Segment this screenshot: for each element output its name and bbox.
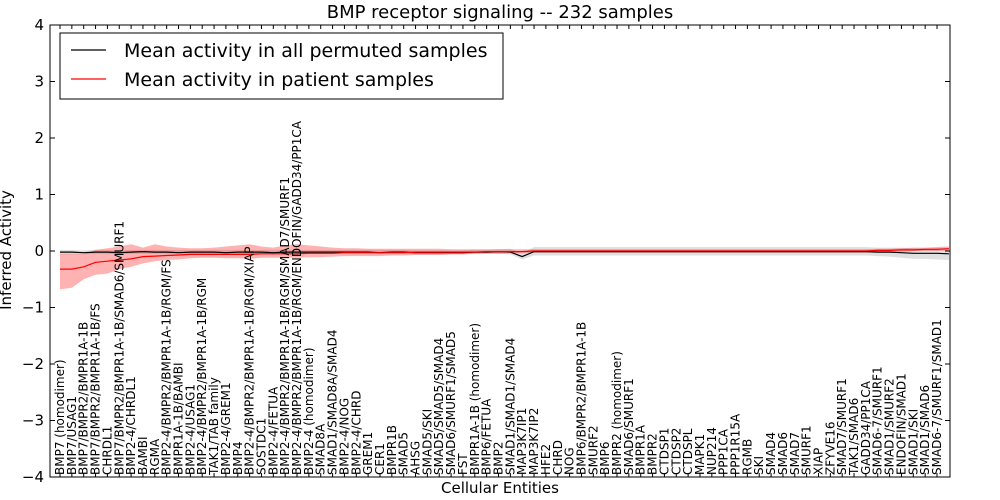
x-category-label: MAP3K7IP1	[515, 408, 529, 475]
x-category-label: BMP2-4 (homodimer)	[302, 347, 316, 475]
x-category-label: BMP2-4/GREM1	[219, 382, 233, 475]
x-category-label: BMP2-4/NOG	[337, 398, 351, 475]
x-category-label: RGMB	[740, 439, 754, 475]
x-category-label: SMAD1/SKI	[906, 409, 920, 475]
x-category-label: NOG	[563, 447, 577, 475]
x-category-label: SMAD5/SKI	[420, 409, 434, 475]
legend-label-patient: Mean activity in patient samples	[124, 69, 434, 91]
y-tick-label: −1	[22, 299, 44, 317]
legend: Mean activity in all permuted samples Me…	[59, 32, 504, 100]
band-patient	[60, 244, 949, 290]
x-category-label: BMP2-4/BMPR2/BMPR1A-1B/RGM/SMAD7/SMURF1	[278, 177, 292, 475]
x-category-label: SMAD6/SMURF1	[622, 378, 636, 475]
x-category-label: SMAD7	[788, 432, 802, 475]
x-category-label: CTDSP1	[657, 428, 671, 475]
x-category-label: BMP2-4/BMPR2/BMPR1A-1B/RGM/XIAP	[243, 246, 257, 475]
x-category-label: CHRD	[551, 440, 565, 475]
x-category-label: SMAD6/SMURF1/SMAD5	[444, 331, 458, 475]
x-category-label: CTDSP2	[669, 428, 683, 475]
x-category-label: BMP2-4/USAG1	[183, 384, 197, 475]
x-category-label: SMAD1/SMAD1/SMAD4	[503, 338, 517, 475]
x-category-label: BMP2-4/FETUA	[266, 386, 280, 475]
x-category-label: CER1	[373, 443, 387, 475]
x-category-label: SOSTDC1	[255, 418, 269, 475]
chart-title: BMP receptor signaling -- 232 samples	[327, 2, 674, 23]
x-category-label: SMAD1/SMAD8A/SMAD4	[326, 330, 340, 475]
x-category-label: AHSG	[409, 441, 423, 475]
x-category-label: PPP1R15A	[729, 413, 743, 475]
x-category-label: XIAP	[812, 448, 826, 475]
x-category-label: SKI	[752, 456, 766, 475]
y-tick-label: 4	[34, 16, 44, 34]
x-category-label: BMP7 (homodimer)	[53, 359, 67, 475]
y-tick-label: 2	[34, 129, 44, 147]
x-category-label: SMAD4	[764, 432, 778, 475]
x-category-label: SMAD7/SMURF1	[835, 378, 849, 475]
series-line-patient	[60, 248, 949, 270]
x-category-label: BMP2-4/BMPR2/BMPR1A-1B/RGM/ENDOFIN/GADD3…	[290, 120, 304, 475]
x-category-label: BMP2-4/BMPR2/BMPR1A-1B/RGM/FS	[160, 259, 174, 475]
x-category-label: SMAD8A	[314, 423, 328, 475]
x-category-label: BMP2-4/CHRDL1	[124, 376, 138, 475]
x-category-label: BMP6/FETUA	[480, 398, 494, 475]
x-category-label: SMAD1/SMAD6	[918, 385, 932, 475]
x-category-label: SMURF1	[800, 425, 814, 475]
x-category-label: SMAD5	[397, 432, 411, 475]
x-category-label: BMPR1B	[385, 425, 399, 475]
y-tick-label: −2	[22, 355, 44, 373]
x-category-label: SMAD6-7/SMURF1/SMAD1	[930, 319, 944, 475]
y-tick-label: −3	[22, 412, 44, 430]
legend-box	[59, 32, 504, 100]
x-category-label: SMURF2	[586, 425, 600, 475]
x-category-label: SMAD6	[776, 432, 790, 475]
y-axis-label: Inferred Activity	[0, 190, 15, 310]
legend-label-permuted: Mean activity in all permuted samples	[124, 40, 487, 62]
x-category-label: GREM1	[361, 432, 375, 475]
x-category-label: SMAD6-7/SMURF1	[871, 366, 885, 475]
x-category-label: HFE2	[539, 444, 553, 475]
x-category-label: ENDOFIN/SMAD1	[894, 373, 908, 475]
y-tick-label: 0	[34, 242, 44, 260]
confidence-bands	[60, 244, 949, 290]
x-axis: BMP7 (homodimer)BMP7/USAG1BMP7/BMPR2/BMP…	[53, 25, 944, 477]
x-category-label: BMPR1A	[634, 424, 648, 475]
x-category-label: BMP7/BMPR2/BMPR1A-1B/SMAD6/SMURF1	[112, 221, 126, 475]
series-lines	[60, 248, 949, 270]
x-category-label: GADD34/PP1CA	[859, 380, 873, 475]
x-category-label: BMP6/BMPR2/BMPR1A-1B	[575, 322, 589, 475]
band-permuted	[60, 247, 949, 260]
x-category-label: RGMA	[148, 438, 162, 475]
x-category-label: FST	[456, 453, 470, 475]
y-tick-label: 1	[34, 186, 44, 204]
x-axis-label: Cellular Entities	[441, 479, 559, 497]
x-category-label: CHRDL1	[100, 426, 114, 475]
x-category-label: PPP1CA	[717, 428, 731, 475]
x-category-label: TAK1/SMAD6	[847, 398, 861, 476]
y-tick-label: 3	[34, 73, 44, 91]
x-category-label: BMP2	[492, 442, 506, 475]
x-category-label: BMP7/USAG1	[65, 396, 79, 475]
y-axis: 4 3 2 1 0 −1 −2 −3 −4	[22, 16, 950, 486]
x-category-label: BMP7/BMPR2/BMPR1A-1B/FS	[89, 303, 103, 475]
x-category-label: MAPK1	[693, 434, 707, 475]
x-category-label: BMPR2 (homodimer)	[610, 351, 624, 475]
x-category-label: BMPR1A-1B/BAMBI	[172, 362, 186, 475]
x-category-label: BMP4	[231, 442, 245, 475]
x-category-label: BMP7/BMPR2/BMPR1A-1B	[77, 322, 91, 475]
y-tick-label: −4	[22, 468, 44, 486]
x-category-label: BMP2-4/CHRD	[349, 391, 363, 475]
x-category-label: BMP6	[598, 442, 612, 475]
x-category-label: SMAD1/SMURF2	[883, 378, 897, 475]
x-category-label: TAK1/TAB family	[207, 377, 221, 476]
x-category-label: NUP214	[705, 427, 719, 475]
x-category-label: BAMBI	[136, 436, 150, 475]
x-category-label: MAP3K7IP2	[527, 408, 541, 475]
x-category-label: CTDSPL	[681, 428, 695, 475]
x-category-label: BMPR1A-1B (homodimer)	[468, 323, 482, 475]
x-category-label: ZFYVE16	[823, 421, 837, 475]
x-category-label: SMAD5/SMAD5/SMAD4	[432, 338, 446, 475]
x-category-label: BMP2-4/BMPR2/BMPR1A-1B/RGM	[195, 278, 209, 475]
x-category-label: BMPR2	[646, 433, 660, 475]
